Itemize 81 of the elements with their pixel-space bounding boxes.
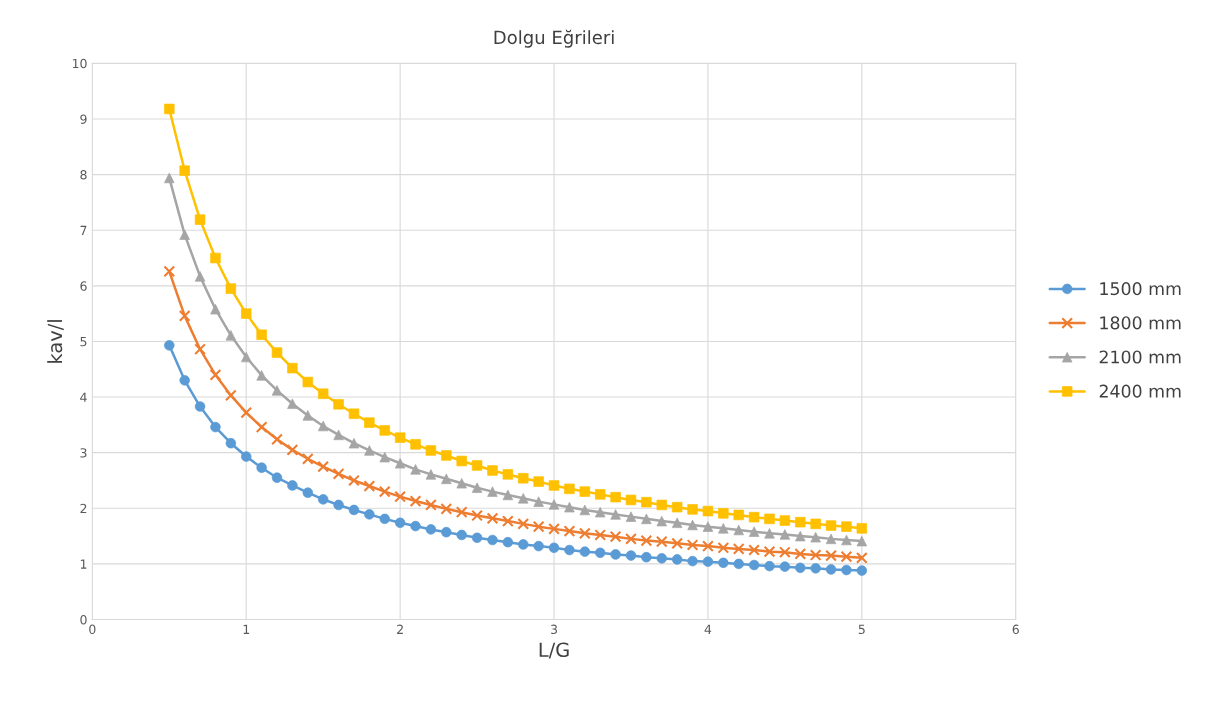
point — [486, 512, 499, 525]
point — [778, 546, 791, 559]
point — [625, 532, 637, 545]
point — [671, 537, 684, 550]
point — [686, 539, 699, 551]
point — [825, 549, 837, 562]
point — [748, 544, 761, 556]
point — [209, 368, 222, 381]
point — [563, 525, 576, 537]
chart-title: Dolgu Eğrileri — [494, 29, 614, 48]
y-tick-label: 3 — [80, 448, 87, 458]
point — [702, 540, 714, 553]
point — [317, 460, 330, 473]
point — [810, 518, 821, 530]
point — [163, 265, 176, 278]
point — [717, 541, 730, 554]
x-axis-title: L/G — [539, 642, 569, 659]
y-tick-label: 6 — [80, 281, 87, 291]
point — [440, 502, 453, 515]
x-tick-label: 1 — [243, 624, 250, 634]
point — [501, 515, 514, 527]
y-tick-label: 9 — [80, 114, 87, 124]
y-tick-label: 1 — [80, 559, 87, 569]
point — [425, 499, 437, 511]
x-tick-label: 2 — [397, 624, 403, 634]
point — [178, 309, 191, 322]
point — [240, 406, 253, 419]
y-tick-label: 2 — [80, 503, 87, 514]
y-axis-title: kav/l — [47, 320, 64, 363]
point — [317, 388, 329, 399]
legend-label: 2400 mm — [1099, 384, 1181, 398]
point — [471, 509, 483, 522]
point — [702, 505, 714, 517]
x-tick-label: 5 — [858, 624, 865, 635]
point — [255, 421, 268, 433]
point — [640, 534, 653, 547]
point — [301, 452, 314, 465]
point — [455, 506, 468, 519]
point — [548, 522, 560, 535]
legend-label: 1500 mm — [1100, 282, 1181, 296]
point — [194, 343, 206, 356]
point — [348, 474, 360, 487]
x-tick-label: 3 — [551, 624, 558, 635]
point — [348, 408, 360, 419]
point — [532, 520, 545, 533]
point — [332, 467, 345, 480]
y-tick-label: 8 — [80, 170, 87, 180]
y-tick-label: 0 — [80, 614, 87, 625]
legend-label: 1800 mm — [1100, 316, 1181, 330]
point — [179, 165, 190, 176]
legend-label: 2100 mm — [1099, 350, 1181, 364]
point — [271, 433, 283, 446]
point — [363, 480, 376, 492]
point — [578, 527, 591, 540]
point — [671, 501, 683, 513]
point — [840, 550, 853, 563]
y-tick-label: 4 — [80, 392, 87, 402]
point — [855, 551, 868, 564]
point — [795, 516, 806, 528]
point — [748, 511, 760, 523]
y-tick-label: 7 — [80, 225, 87, 235]
point — [655, 535, 668, 548]
point — [394, 490, 407, 503]
point — [656, 499, 667, 511]
y-tick-label: 10 — [72, 58, 87, 69]
point — [517, 517, 530, 530]
x-tick-label: 4 — [704, 624, 712, 634]
point — [378, 485, 391, 498]
point — [286, 443, 299, 456]
point — [594, 529, 607, 541]
point — [763, 545, 776, 558]
point — [164, 103, 175, 115]
point — [409, 495, 422, 507]
x-tick-label: 0 — [89, 624, 96, 635]
point — [609, 530, 622, 543]
point — [732, 542, 745, 555]
point — [224, 389, 237, 402]
point — [809, 549, 822, 561]
y-tick-label: 5 — [80, 337, 87, 347]
x-tick-label: 6 — [1012, 624, 1019, 635]
point — [794, 547, 807, 560]
